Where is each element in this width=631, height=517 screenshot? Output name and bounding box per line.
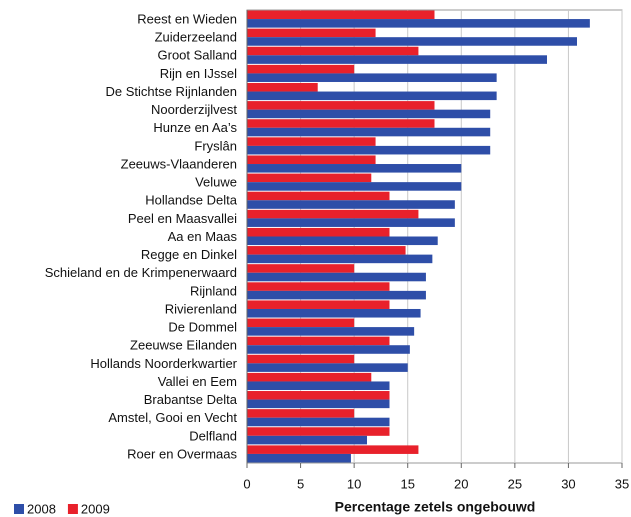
legend-label: 2008 [27, 501, 56, 516]
y-tick-label: Reest en Wieden [137, 11, 237, 26]
bar [247, 173, 372, 183]
bar [247, 435, 367, 445]
x-tick-label: 25 [508, 476, 522, 491]
y-tick-label: Noorderzijlvest [151, 102, 237, 117]
y-tick-label: Peel en Maasvallei [128, 211, 237, 226]
bar [247, 300, 390, 309]
bar [247, 445, 419, 454]
bar [247, 381, 390, 391]
bar [247, 137, 376, 146]
y-tick-label: Hollandse Delta [145, 193, 238, 208]
y-tick-label: Groot Salland [158, 48, 238, 63]
bar [247, 37, 577, 46]
y-tick-label: De Stichtse Rijnlanden [105, 84, 237, 99]
y-tick-label: Hunze en Aa’s [153, 120, 237, 135]
bar [247, 10, 435, 20]
y-tick-label: Roer en Overmaas [127, 446, 237, 461]
y-tick-label: Aa en Maas [168, 229, 238, 244]
bar [247, 164, 462, 173]
bar [247, 227, 390, 237]
bar [247, 28, 376, 38]
x-tick-label: 35 [615, 476, 629, 491]
bar [247, 246, 406, 255]
y-tick-label: Rijnland [190, 283, 237, 298]
y-tick-label: Amstel, Gooi en Vecht [108, 410, 237, 425]
bar [247, 82, 318, 92]
x-tick-label: 30 [561, 476, 575, 491]
y-tick-label: Veluwe [195, 175, 237, 190]
y-tick-label: Rivierenland [165, 301, 237, 316]
bar [247, 345, 410, 354]
bar [247, 127, 491, 137]
bar [247, 182, 462, 191]
bar [247, 19, 590, 28]
bar [247, 91, 497, 101]
y-tick-label: Zeeuws-Vlaanderen [121, 156, 237, 171]
x-tick-label: 15 [400, 476, 414, 491]
bar [247, 200, 455, 209]
y-tick-label: Regge en Dinkel [141, 247, 237, 262]
bar [247, 155, 376, 165]
bar [247, 409, 355, 418]
x-tick-label: 10 [347, 476, 361, 491]
bar [247, 119, 435, 128]
y-tick-label: Delfland [189, 428, 237, 443]
y-tick-label: Hollands Noorderkwartier [90, 356, 237, 371]
bar [247, 145, 491, 155]
y-tick-label: Fryslân [194, 138, 237, 153]
bar [247, 354, 355, 364]
bar [247, 282, 390, 291]
y-tick-label: Brabantse Delta [144, 392, 238, 407]
bar [247, 336, 390, 346]
bar [247, 453, 351, 463]
bar [247, 209, 419, 219]
bar [247, 264, 355, 273]
bar [247, 236, 438, 246]
y-tick-label: Zuiderzeeland [155, 30, 237, 45]
y-tick-label: Zeeuwse Eilanden [130, 338, 237, 353]
bar [247, 191, 390, 201]
bar [247, 399, 390, 409]
bar [247, 55, 547, 64]
bar [247, 417, 390, 427]
x-tick-label: 5 [297, 476, 304, 491]
bar [247, 46, 419, 56]
legend-swatch [14, 504, 24, 514]
x-axis-label: Percentage zetels ongebouwd [335, 499, 536, 515]
bar [247, 372, 372, 382]
bar [247, 427, 390, 436]
bar [247, 101, 435, 110]
bar [247, 64, 355, 74]
y-tick-label: De Dommel [168, 320, 237, 335]
y-tick-label: Schieland en de Krimpenerwaard [45, 265, 237, 280]
y-tick-label: Rijn en IJssel [160, 66, 237, 81]
bar [247, 254, 433, 264]
bar [247, 363, 408, 372]
bar [247, 73, 497, 82]
bar [247, 391, 390, 400]
bar [247, 327, 415, 336]
bar [247, 308, 421, 318]
legend-swatch [67, 504, 78, 514]
bar [247, 109, 491, 119]
x-tick-label: 0 [243, 476, 250, 491]
legend-label: 2009 [81, 501, 110, 516]
bar [247, 290, 426, 300]
bar [247, 318, 355, 328]
bar [247, 218, 455, 227]
bar [247, 272, 426, 282]
x-tick-label: 20 [454, 476, 468, 491]
y-tick-label: Vallei en Eem [158, 374, 237, 389]
